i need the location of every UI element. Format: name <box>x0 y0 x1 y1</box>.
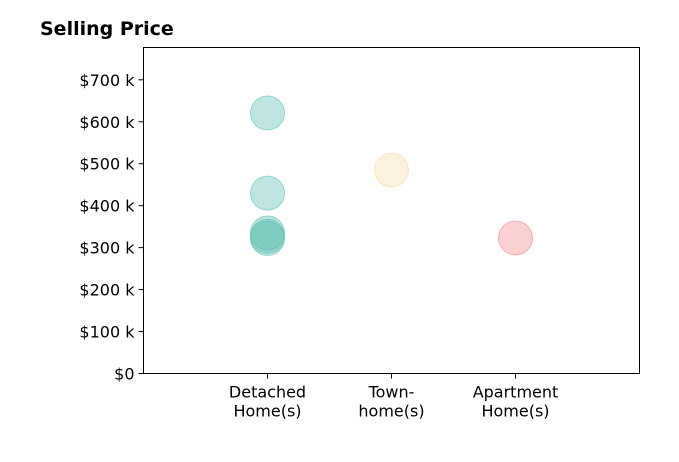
y-tick-label: $100 k <box>79 323 135 342</box>
data-point <box>250 175 285 211</box>
data-point <box>250 95 285 131</box>
data-point <box>250 220 285 256</box>
y-tick-label: $200 k <box>79 281 135 300</box>
y-tick-label: $300 k <box>79 239 135 258</box>
x-tick-label: Apartment Home(s) <box>473 383 559 421</box>
x-tick-label: Detached Home(s) <box>229 383 306 421</box>
x-tick-label: Town-home(s) <box>358 383 424 421</box>
y-tick-label: $0 <box>114 365 134 384</box>
data-point <box>374 152 409 188</box>
y-tick-label: $500 k <box>79 155 135 174</box>
data-point <box>498 220 533 256</box>
y-tick-label: $600 k <box>79 113 135 132</box>
points-layer <box>250 95 533 256</box>
x-axis: Detached Home(s) Town-home(s) Apartment Home… <box>229 373 559 421</box>
plot-frame <box>143 47 640 374</box>
chart-title: Selling Price <box>40 18 174 40</box>
y-tick-label: $700 k <box>79 71 135 90</box>
y-axis: $0 $100 k $200 k $300 k $400 k $500 k $600 k $7… <box>79 71 144 384</box>
y-tick-label: $400 k <box>79 197 135 216</box>
